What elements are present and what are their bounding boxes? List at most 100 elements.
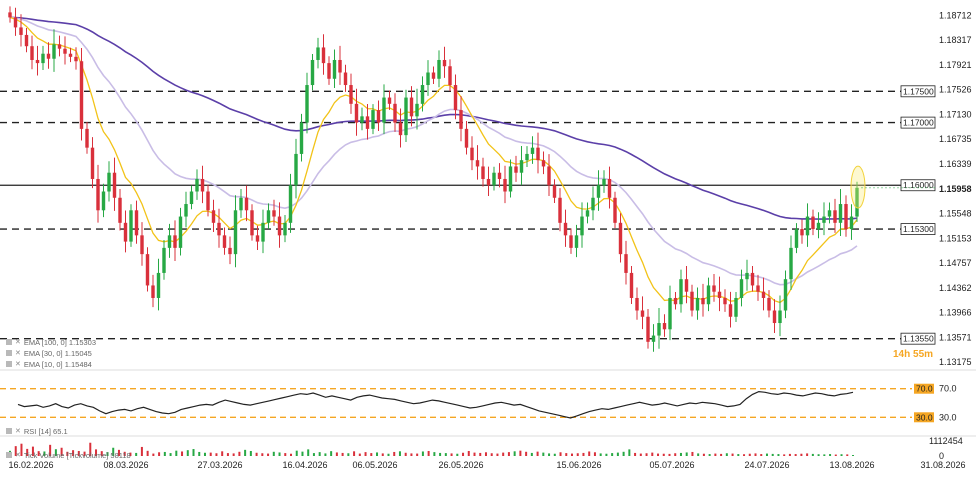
candle-body[interactable]: [283, 222, 287, 236]
candle-body[interactable]: [277, 216, 282, 236]
candle-body[interactable]: [778, 310, 782, 324]
candle-body[interactable]: [321, 47, 326, 64]
candle-body[interactable]: [635, 297, 639, 311]
candle-body[interactable]: [134, 210, 139, 236]
candle-body[interactable]: [624, 254, 628, 273]
candle-body[interactable]: [8, 12, 12, 18]
candle-body[interactable]: [558, 197, 562, 223]
candle-body[interactable]: [822, 216, 826, 223]
volume-legend[interactable]: ✕ Tick Volume [Tickvolume] 58118: [6, 450, 131, 460]
candle-body[interactable]: [547, 166, 551, 186]
candle-body[interactable]: [211, 210, 216, 223]
candle-body[interactable]: [514, 166, 518, 173]
candle-body[interactable]: [426, 72, 430, 86]
candle-body[interactable]: [101, 191, 106, 211]
candle-body[interactable]: [266, 210, 271, 223]
candle-body[interactable]: [833, 210, 837, 223]
rsi-legend[interactable]: ✕ RSI [14] 65.1: [6, 426, 68, 436]
candle-body[interactable]: [244, 197, 249, 211]
level-price-tag[interactable]: [900, 332, 936, 345]
candle-body[interactable]: [129, 210, 133, 242]
candle-body[interactable]: [717, 291, 722, 298]
candle-body[interactable]: [508, 166, 513, 192]
ema-30-line[interactable]: [9, 16, 858, 286]
candle-body[interactable]: [195, 178, 199, 192]
candle-body[interactable]: [701, 297, 705, 305]
candle-body[interactable]: [13, 17, 18, 28]
candle-body[interactable]: [679, 279, 683, 305]
candle-body[interactable]: [140, 235, 144, 255]
candle-body[interactable]: [453, 85, 458, 111]
candle-body[interactable]: [448, 66, 452, 86]
candle-body[interactable]: [74, 56, 78, 62]
close-icon[interactable]: ✕: [15, 339, 21, 346]
candle-body[interactable]: [470, 147, 474, 161]
candle-body[interactable]: [24, 34, 29, 47]
candle-body[interactable]: [239, 197, 243, 211]
candle-body[interactable]: [706, 285, 711, 305]
candle-body[interactable]: [151, 285, 155, 298]
candle-body[interactable]: [668, 297, 672, 330]
candle-body[interactable]: [695, 297, 700, 311]
candle-body[interactable]: [288, 185, 293, 223]
candle-body[interactable]: [250, 210, 254, 236]
candle-body[interactable]: [228, 247, 232, 255]
candle-body[interactable]: [789, 247, 793, 280]
candle-body[interactable]: [492, 172, 496, 186]
candle-body[interactable]: [442, 59, 447, 67]
candle-body[interactable]: [486, 178, 491, 186]
candle-body[interactable]: [63, 48, 67, 54]
candle-body[interactable]: [354, 103, 359, 123]
ema-10-line[interactable]: [9, 16, 858, 304]
candle-body[interactable]: [52, 44, 56, 59]
candle-body[interactable]: [673, 297, 678, 305]
candle-body[interactable]: [299, 122, 304, 154]
candle-body[interactable]: [756, 285, 760, 292]
close-icon[interactable]: ✕: [15, 428, 21, 435]
candle-body[interactable]: [96, 178, 100, 211]
candle-body[interactable]: [618, 222, 623, 255]
candle-body[interactable]: [349, 85, 353, 104]
candle-body[interactable]: [613, 197, 617, 223]
candle-body[interactable]: [750, 272, 755, 286]
candle-body[interactable]: [178, 216, 183, 248]
candle-body[interactable]: [794, 229, 799, 248]
candle-body[interactable]: [530, 147, 535, 154]
candle-body[interactable]: [844, 204, 848, 230]
candle-body[interactable]: [360, 116, 364, 123]
candle-body[interactable]: [415, 103, 419, 117]
candle-body[interactable]: [651, 335, 656, 342]
candle-body[interactable]: [332, 59, 337, 79]
close-icon[interactable]: ✕: [15, 361, 21, 368]
candle-body[interactable]: [772, 310, 777, 324]
candle-body[interactable]: [481, 166, 485, 179]
candle-body[interactable]: [420, 85, 425, 104]
level-price-tag[interactable]: [900, 85, 936, 98]
candle-body[interactable]: [162, 247, 166, 273]
candle-body[interactable]: [640, 310, 645, 317]
candle-body[interactable]: [294, 153, 298, 186]
candle-body[interactable]: [827, 210, 832, 217]
candle-body[interactable]: [217, 222, 221, 236]
candle-body[interactable]: [591, 197, 595, 211]
candle-body[interactable]: [343, 72, 348, 86]
candle-body[interactable]: [41, 53, 45, 64]
candle-body[interactable]: [118, 197, 122, 223]
candle-body[interactable]: [684, 279, 689, 292]
candle-body[interactable]: [816, 222, 821, 230]
candle-body[interactable]: [805, 216, 810, 236]
candle-body[interactable]: [596, 185, 601, 198]
close-icon[interactable]: ✕: [15, 452, 21, 459]
candle-body[interactable]: [327, 63, 331, 79]
candle-body[interactable]: [19, 27, 23, 35]
candle-body[interactable]: [662, 323, 667, 330]
candle-body[interactable]: [398, 122, 403, 136]
candle-body[interactable]: [222, 235, 227, 248]
candle-body[interactable]: [156, 272, 161, 298]
candle-body[interactable]: [838, 204, 843, 223]
candle-body[interactable]: [580, 216, 584, 236]
candle-body[interactable]: [734, 297, 738, 317]
candle-body[interactable]: [261, 222, 265, 242]
candle-body[interactable]: [629, 272, 634, 298]
candle-body[interactable]: [30, 46, 34, 60]
